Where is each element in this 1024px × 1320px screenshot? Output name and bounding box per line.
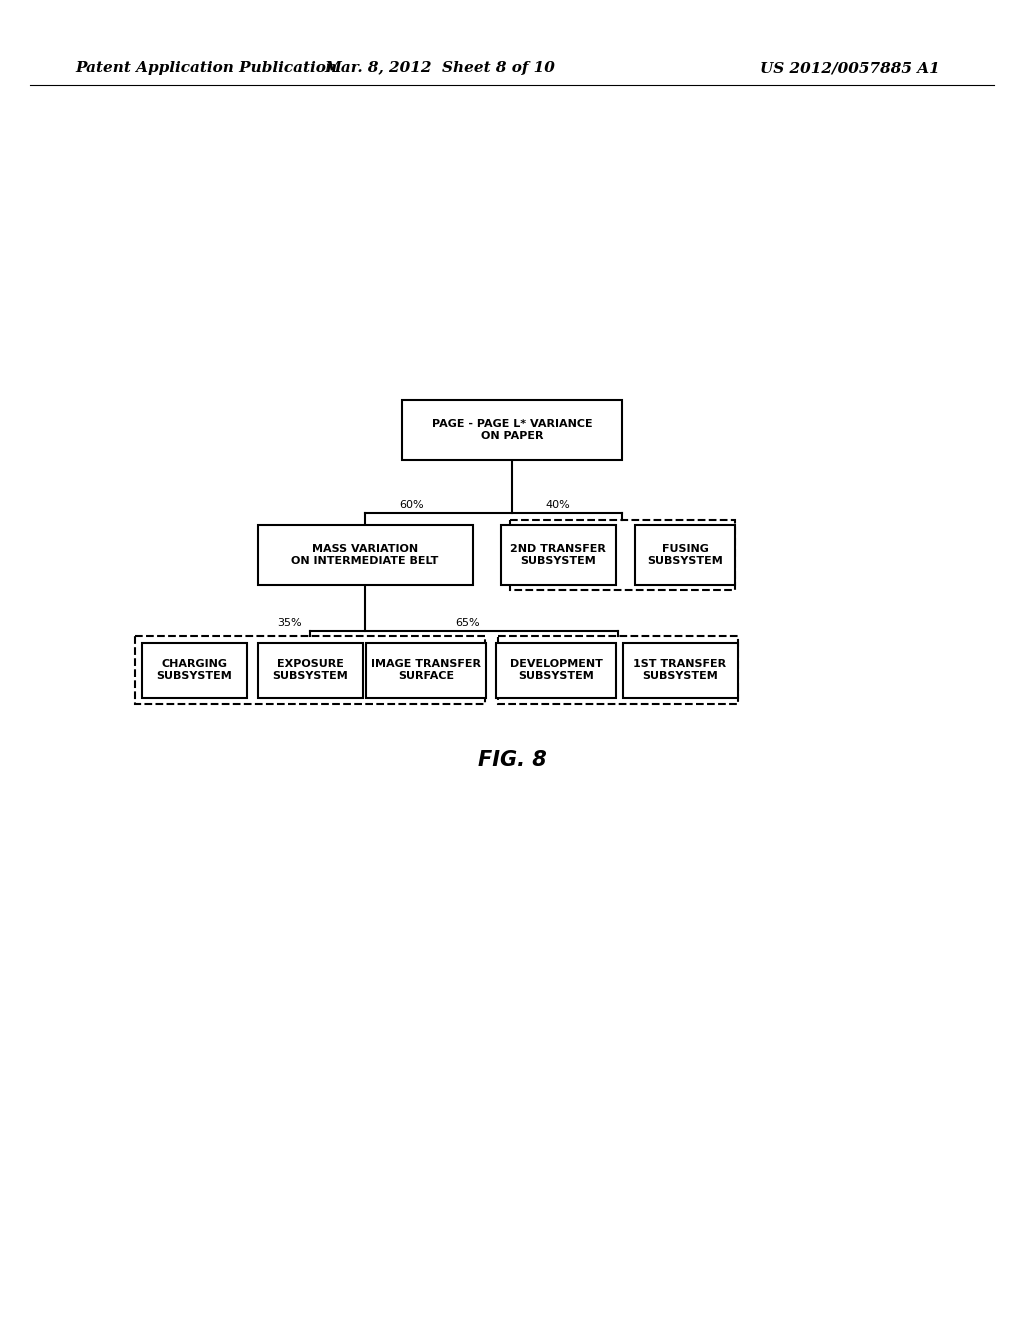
Bar — [501, 525, 615, 585]
Text: CHARGING
SUBSYSTEM: CHARGING SUBSYSTEM — [156, 659, 231, 681]
Text: 2ND TRANSFER
SUBSYSTEM: 2ND TRANSFER SUBSYSTEM — [510, 544, 606, 566]
Bar — [623, 643, 737, 697]
Bar — [496, 643, 616, 697]
Bar — [141, 643, 247, 697]
Bar — [402, 400, 622, 459]
Text: 65%: 65% — [456, 618, 480, 628]
Text: Patent Application Publication: Patent Application Publication — [75, 61, 337, 75]
Bar — [510, 520, 734, 590]
Text: 1ST TRANSFER
SUBSYSTEM: 1ST TRANSFER SUBSYSTEM — [634, 659, 727, 681]
Text: DEVELOPMENT
SUBSYSTEM: DEVELOPMENT SUBSYSTEM — [510, 659, 602, 681]
Text: MASS VARIATION
ON INTERMEDIATE BELT: MASS VARIATION ON INTERMEDIATE BELT — [291, 544, 438, 566]
Text: FUSING
SUBSYSTEM: FUSING SUBSYSTEM — [647, 544, 723, 566]
Text: 60%: 60% — [399, 500, 424, 510]
Text: Mar. 8, 2012  Sheet 8 of 10: Mar. 8, 2012 Sheet 8 of 10 — [325, 61, 556, 75]
Bar — [366, 643, 486, 697]
Text: PAGE - PAGE L* VARIANCE
ON PAPER: PAGE - PAGE L* VARIANCE ON PAPER — [432, 420, 592, 441]
Bar — [635, 525, 735, 585]
Bar — [498, 636, 738, 704]
Text: US 2012/0057885 A1: US 2012/0057885 A1 — [760, 61, 940, 75]
Text: FIG. 8: FIG. 8 — [477, 750, 547, 770]
Text: 40%: 40% — [546, 500, 570, 510]
Text: IMAGE TRANSFER
SURFACE: IMAGE TRANSFER SURFACE — [371, 659, 481, 681]
Bar — [135, 636, 485, 704]
Text: 35%: 35% — [278, 618, 302, 628]
Bar — [257, 525, 472, 585]
Text: EXPOSURE
SUBSYSTEM: EXPOSURE SUBSYSTEM — [272, 659, 348, 681]
Bar — [257, 643, 362, 697]
